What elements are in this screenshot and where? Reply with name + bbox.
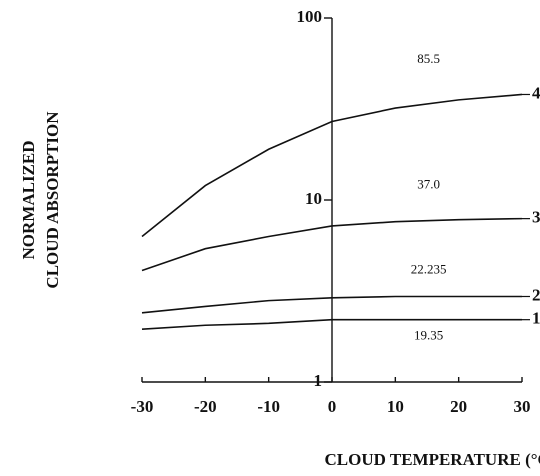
x-tick-label: 10 [387, 397, 404, 416]
frequency-label: 19.35 [414, 328, 443, 343]
x-tick-label: -20 [194, 397, 217, 416]
y-tick-label: 100 [297, 7, 323, 26]
legend-label: 4 [532, 83, 540, 102]
y-tick-label: 10 [305, 189, 322, 208]
y-tick-label: 1 [314, 371, 323, 390]
x-tick-label: 0 [328, 397, 337, 416]
legend-label: 2 [532, 285, 540, 304]
curve [141, 93, 523, 238]
frequency-label: 22.235 [411, 261, 447, 276]
y-axis-label-group: NORMALIZED CLOUD ABSORPTION [19, 111, 62, 289]
y-axis-label: CLOUD ABSORPTION [43, 111, 62, 289]
y-axis-label: NORMALIZED [19, 140, 38, 259]
x-axis-label: CLOUD TEMPERATURE (°C) [325, 450, 540, 469]
curve [141, 318, 522, 331]
legend-label: 1 [532, 309, 540, 328]
x-tick-label: 30 [514, 397, 531, 416]
x-tick-label: -30 [131, 397, 154, 416]
curve [141, 217, 523, 272]
x-tick-label: -10 [257, 397, 280, 416]
curve [141, 295, 522, 314]
frequency-label: 37.0 [417, 177, 440, 192]
x-tick-label: 20 [450, 397, 467, 416]
frequency-label: 85.5 [417, 51, 440, 66]
legend-label: 3 [532, 208, 540, 227]
